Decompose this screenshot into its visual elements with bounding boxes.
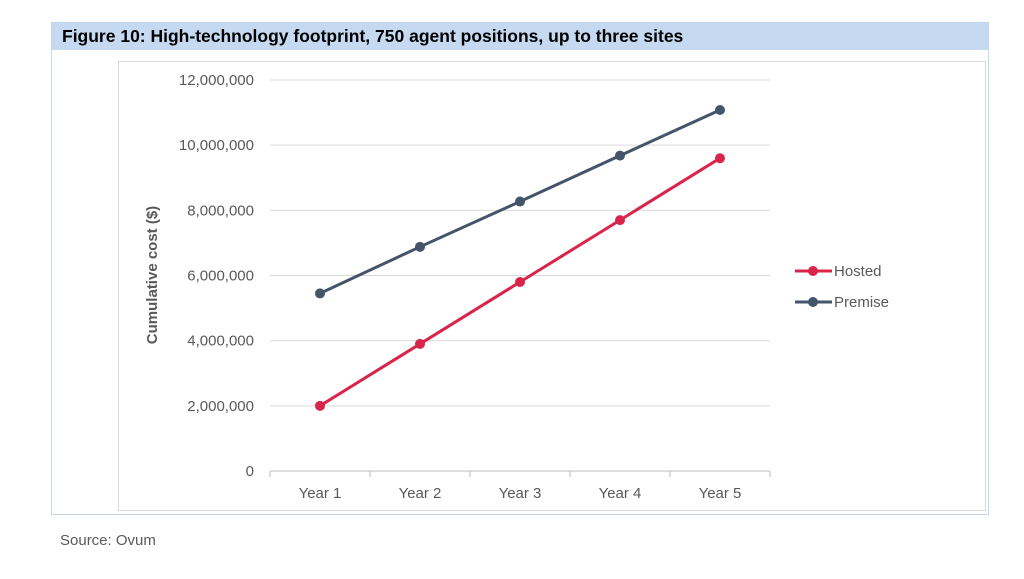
y-tick-label: 4,000,000 <box>187 333 254 350</box>
data-point <box>715 153 725 164</box>
source-note: Source: Ovum <box>60 532 156 549</box>
y-tick-label: 8,000,000 <box>187 202 254 219</box>
legend-label: Premise <box>834 294 889 311</box>
figure-title: Figure 10: High-technology footprint, 75… <box>52 23 988 50</box>
data-point <box>615 150 625 161</box>
legend-marker <box>808 297 818 307</box>
y-tick-label: 12,000,000 <box>179 72 254 89</box>
data-point <box>415 338 425 349</box>
x-tick-label: Year 1 <box>299 485 342 502</box>
y-axis-label: Cumulative cost ($) <box>144 206 161 344</box>
chart-frame <box>118 61 986 511</box>
data-point <box>415 241 425 252</box>
data-point <box>515 196 525 207</box>
legend-marker <box>808 266 818 276</box>
y-tick-label: 0 <box>246 463 254 480</box>
x-tick-label: Year 5 <box>699 485 742 502</box>
y-tick-label: 6,000,000 <box>187 268 254 285</box>
legend-label: Hosted <box>834 263 882 280</box>
figure: Figure 10: High-technology footprint, 75… <box>51 22 989 515</box>
data-point <box>715 104 725 115</box>
data-point <box>315 288 325 299</box>
y-tick-label: 2,000,000 <box>187 398 254 415</box>
data-point <box>615 215 625 226</box>
y-tick-label: 10,000,000 <box>179 137 254 154</box>
data-point <box>315 400 325 411</box>
x-tick-label: Year 4 <box>599 485 642 502</box>
x-tick-label: Year 2 <box>399 485 442 502</box>
x-tick-label: Year 3 <box>499 485 542 502</box>
data-point <box>515 277 525 288</box>
